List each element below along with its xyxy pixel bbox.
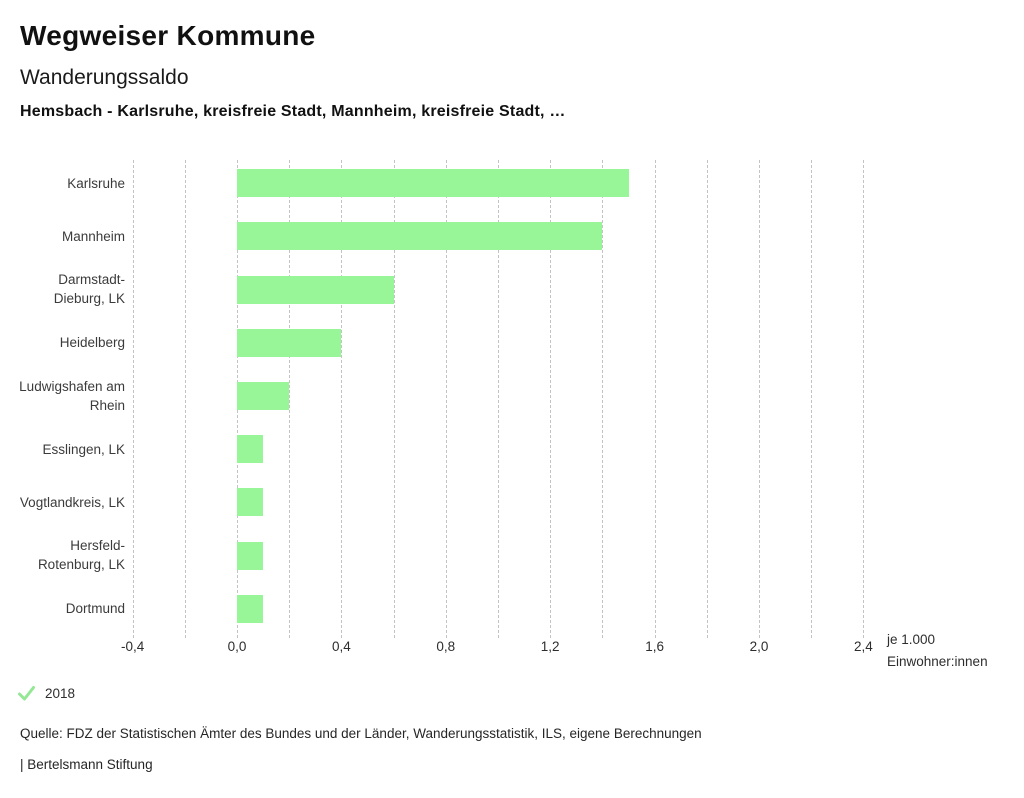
gridline <box>184 160 186 638</box>
category-label: Esslingen, LK <box>42 441 125 457</box>
attribution-text: | Bertelsmann Stiftung <box>20 757 153 772</box>
gridline <box>393 160 395 638</box>
source-text: Quelle: FDZ der Statistischen Ämter des … <box>20 726 702 741</box>
bar[interactable] <box>237 222 603 251</box>
bar[interactable] <box>237 275 394 304</box>
x-axis-unit-label: je 1.000 Einwohner:innen <box>887 629 988 673</box>
gridline <box>602 160 604 638</box>
gridline <box>132 160 134 638</box>
gridline <box>759 160 760 638</box>
x-tick-label: 1,6 <box>645 639 664 654</box>
bar[interactable] <box>237 435 264 464</box>
bar[interactable] <box>237 594 264 623</box>
x-tick-label: 2,4 <box>854 639 873 654</box>
gridline <box>706 160 708 638</box>
x-tick-label: 1,2 <box>540 639 560 654</box>
gridline <box>654 160 656 638</box>
gridline <box>341 160 343 638</box>
check-icon <box>18 686 35 701</box>
gridline <box>863 160 865 638</box>
gridline <box>498 160 499 638</box>
x-axis-unit-line1: je 1.000 <box>887 632 936 647</box>
category-label: Hersfeld-Rotenburg, LK <box>37 538 125 573</box>
x-tick-label: 0,8 <box>436 639 456 654</box>
category-label: Karlsruhe <box>67 175 125 191</box>
x-tick-label: 2,0 <box>749 639 769 654</box>
page-title: Wegweiser Kommune <box>20 20 316 51</box>
legend-year-label: 2018 <box>45 686 76 701</box>
x-tick-label: 0,0 <box>227 639 247 654</box>
chart-title: Wanderungssaldo <box>20 66 189 89</box>
gridline <box>289 160 291 638</box>
category-label: Mannheim <box>61 228 125 244</box>
legend-item-2018[interactable]: 2018 <box>18 686 75 701</box>
gridline <box>550 160 552 638</box>
category-label: Heidelberg <box>59 335 125 351</box>
gridline <box>811 160 813 638</box>
bar[interactable] <box>237 541 264 570</box>
bar[interactable] <box>237 488 264 517</box>
x-axis-unit-line2: Einwohner:innen <box>887 654 988 669</box>
chart-selection-subtitle: Hemsbach - Karlsruhe, kreisfreie Stadt, … <box>20 103 566 120</box>
gridline <box>445 160 447 638</box>
category-label: Darmstadt-Dieburg, LK <box>53 272 125 307</box>
bar[interactable] <box>237 381 290 410</box>
bar[interactable] <box>237 328 342 357</box>
bar[interactable] <box>237 169 629 198</box>
x-tick-label: 0,4 <box>332 639 351 654</box>
category-label: Ludwigshafen am Rhein <box>19 378 125 413</box>
category-label: Dortmund <box>65 601 125 617</box>
x-tick-label: -0,4 <box>120 639 145 654</box>
category-label: Vogtlandkreis, LK <box>19 494 125 510</box>
